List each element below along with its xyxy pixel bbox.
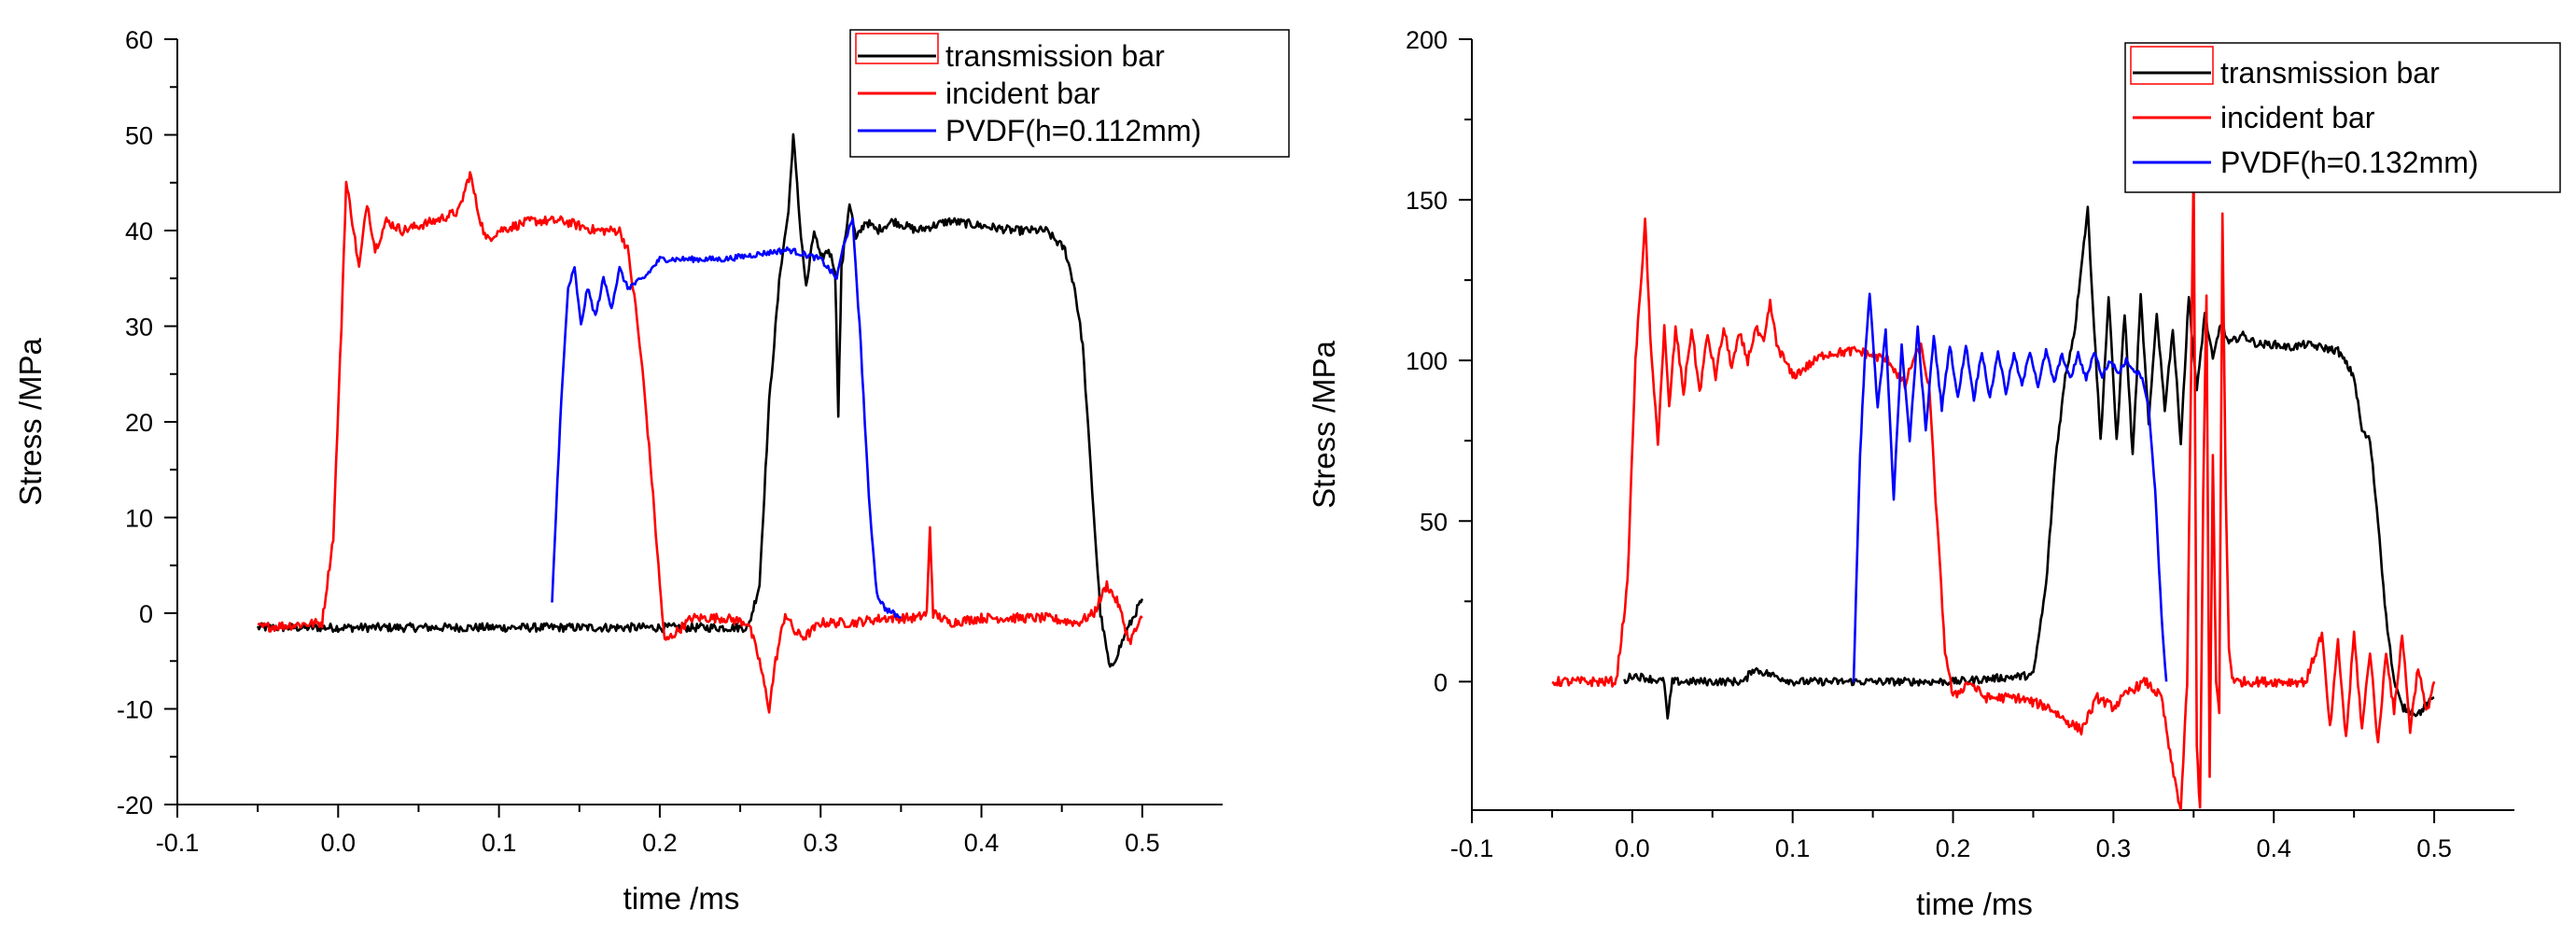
series-line-transmission-bar <box>256 133 1144 668</box>
y-tick-label: 0 <box>139 600 153 628</box>
series-line-incident-bar <box>257 171 1143 714</box>
legend-label: incident bar <box>945 77 1100 110</box>
x-tick-label: 0.3 <box>803 829 838 857</box>
legend-highlight-box <box>855 33 939 64</box>
legend-highlight-box <box>2130 46 2214 85</box>
y-tick-label: 30 <box>125 314 153 342</box>
y-tick-label: -20 <box>117 791 153 819</box>
y-tick-label: 150 <box>1406 187 1448 215</box>
x-tick-label: 0.4 <box>964 829 1000 857</box>
chart-right: -0.1 0.0 0.1 0.2 0.3 0.4 0.5 0 50 100 150 200 time /… <box>1307 26 2561 921</box>
x-tick-label: -0.1 <box>156 829 200 857</box>
y-tick-label: 100 <box>1406 347 1448 375</box>
x-tick-label: 0.5 <box>1125 829 1160 857</box>
legend-label: transmission bar <box>2220 56 2440 90</box>
series-line-pvdf <box>551 217 902 620</box>
x-tick-label: 0.1 <box>482 829 517 857</box>
x-tick-label: 0.0 <box>321 829 357 857</box>
y-axis-label: Stress /MPa <box>1307 341 1341 509</box>
chart-left: -0.1 0.0 0.1 0.2 0.3 0.4 0.5 -20 -10 0 10 20 30 40 50 6… <box>13 26 1290 916</box>
y-tick-label: -10 <box>117 696 153 724</box>
legend-label: PVDF(h=0.132mm) <box>2220 146 2479 179</box>
legend-label: transmission bar <box>945 39 1165 73</box>
series-line-incident-bar <box>1551 162 2436 810</box>
x-tick-label: 0.0 <box>1615 834 1650 862</box>
y-axis-label: Stress /MPa <box>13 338 48 506</box>
y-tick-label: 20 <box>125 409 153 437</box>
y-tick-label: 50 <box>125 122 153 150</box>
x-tick-label: 0.2 <box>1936 834 1971 862</box>
y-tick-label: 60 <box>125 26 153 54</box>
legend-label: incident bar <box>2220 101 2375 134</box>
y-tick-label: 40 <box>125 217 153 245</box>
x-axis-label: time /ms <box>623 881 740 916</box>
y-tick-label: 50 <box>1420 508 1448 536</box>
series-line-transmission-bar <box>1623 205 2435 720</box>
x-axis-label: time /ms <box>1916 887 2033 921</box>
y-tick-label: 200 <box>1406 26 1448 54</box>
y-tick-label: 0 <box>1434 668 1448 696</box>
x-tick-label: 0.1 <box>1775 834 1811 862</box>
x-tick-label: 0.3 <box>2096 834 2132 862</box>
x-tick-label: 0.4 <box>2256 834 2291 862</box>
x-tick-label: -0.1 <box>1450 834 1494 862</box>
y-tick-label: 10 <box>125 505 153 533</box>
x-tick-label: 0.2 <box>642 829 678 857</box>
legend-label: PVDF(h=0.112mm) <box>945 114 1201 147</box>
x-tick-label: 0.5 <box>2416 834 2452 862</box>
series-line-pvdf <box>1852 292 2168 683</box>
